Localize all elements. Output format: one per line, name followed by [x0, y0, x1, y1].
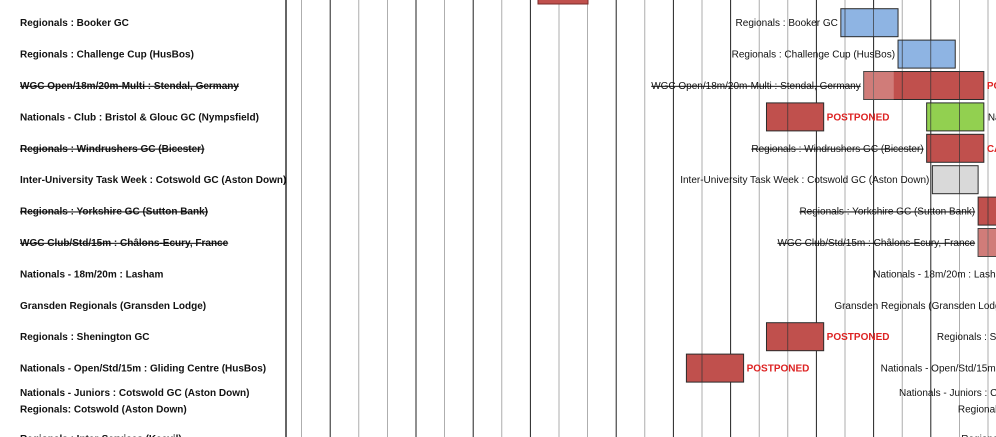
event-row-label: Regionals : Booker GC: [20, 18, 129, 29]
event-status-label: POSTPONED TO 2021: [987, 81, 996, 92]
event-bar-label: Regionals : Yorkshire GC (Sutton Bank): [799, 207, 975, 218]
event-row-label: Gransden Regionals (Gransden Lodge): [20, 301, 206, 312]
event-bar-10-orig-0: [766, 323, 823, 351]
event-row-label: Nationals - 18m/20m : Lasham: [20, 269, 163, 280]
event-row-label: Nationals - Open/Std/15m : Gliding Centr…: [20, 364, 266, 375]
event-status-label: POSTPONED: [827, 332, 890, 343]
event-row-label: WGC Open/18m/20m-Multi : Stendal, German…: [20, 81, 239, 92]
event-row-label: Nationals - Juniors : Cotswold GC (Aston…: [20, 388, 249, 399]
event-bar-label: Nationals - Open/Std/15m : Gliding Centr…: [881, 364, 996, 375]
event-bar-label: WGC Open/18m/20m-Multi : Stendal, German…: [651, 81, 861, 92]
event-row-label: Regionals : Shenington GC: [20, 332, 149, 343]
event-bar-1: [898, 40, 955, 68]
event-bar-label: Regionals: Cotswold (Aston Down): [958, 404, 996, 415]
event-bar-3: [927, 103, 984, 131]
event-row-label: Regionals : Windrushers GC (Bicester): [20, 144, 204, 155]
event-row-label: Regionals : Challenge Cup (HusBos): [20, 50, 194, 61]
event-bar-0: [841, 9, 898, 37]
event-bar-label: Nationals - 18m/20m : Lasham: [873, 269, 996, 280]
event-bar-label: Regionals : Challenge Cup (HusBos): [732, 50, 895, 61]
event-bar-label: Regionals : Windrushers GC (Bicester): [751, 144, 923, 155]
event-bar-11-orig-0: [686, 354, 743, 382]
event-status-label: POSTPONED: [747, 364, 810, 375]
event-row-label: Regionals : Yorkshire GC (Sutton Bank): [20, 207, 208, 218]
event-row-label: WGC Club/Std/15m : Châlons-Ecury, France: [20, 238, 229, 249]
top-partial-bar: [538, 0, 588, 4]
event-row-label: Regionals: Cotswold (Aston Down): [20, 404, 187, 415]
event-bar-label: Nationals - Juniors : Cotswold GC (Aston…: [899, 388, 996, 399]
event-bar-5: [932, 166, 978, 194]
top-partial-bar-rect: [538, 0, 588, 4]
event-status-label: POSTPONED: [827, 112, 890, 123]
gantt-chart: Regionals : Booker GC Regionals : Booker …: [0, 0, 996, 437]
event-bar-label: Nationals - Club : Bristol & Glouc GC (N…: [988, 112, 996, 123]
event-row-label: Inter-University Task Week : Cotswold GC…: [20, 175, 286, 186]
event-bar-label: Regionals : Shenington GC: [937, 332, 996, 343]
event-bar-6: [978, 197, 996, 225]
event-bar-label: Regionals : Booker GC: [736, 18, 838, 29]
event-status-label: CANCELLED: [987, 144, 996, 155]
event-bar-fade: [864, 72, 894, 100]
event-bar-3-orig-0: [766, 103, 823, 131]
event-bar-label: Inter-University Task Week : Cotswold GC…: [680, 175, 929, 186]
event-bar-fade: [978, 229, 996, 257]
event-bar-label: Gransden Regionals (Gransden Lodge): [834, 301, 996, 312]
event-row-label: Nationals - Club : Bristol & Glouc GC (N…: [20, 112, 259, 123]
event-bar-4: [927, 134, 984, 162]
event-bar-label: WGC Club/Std/15m : Châlons-Ecury, France: [777, 238, 975, 249]
